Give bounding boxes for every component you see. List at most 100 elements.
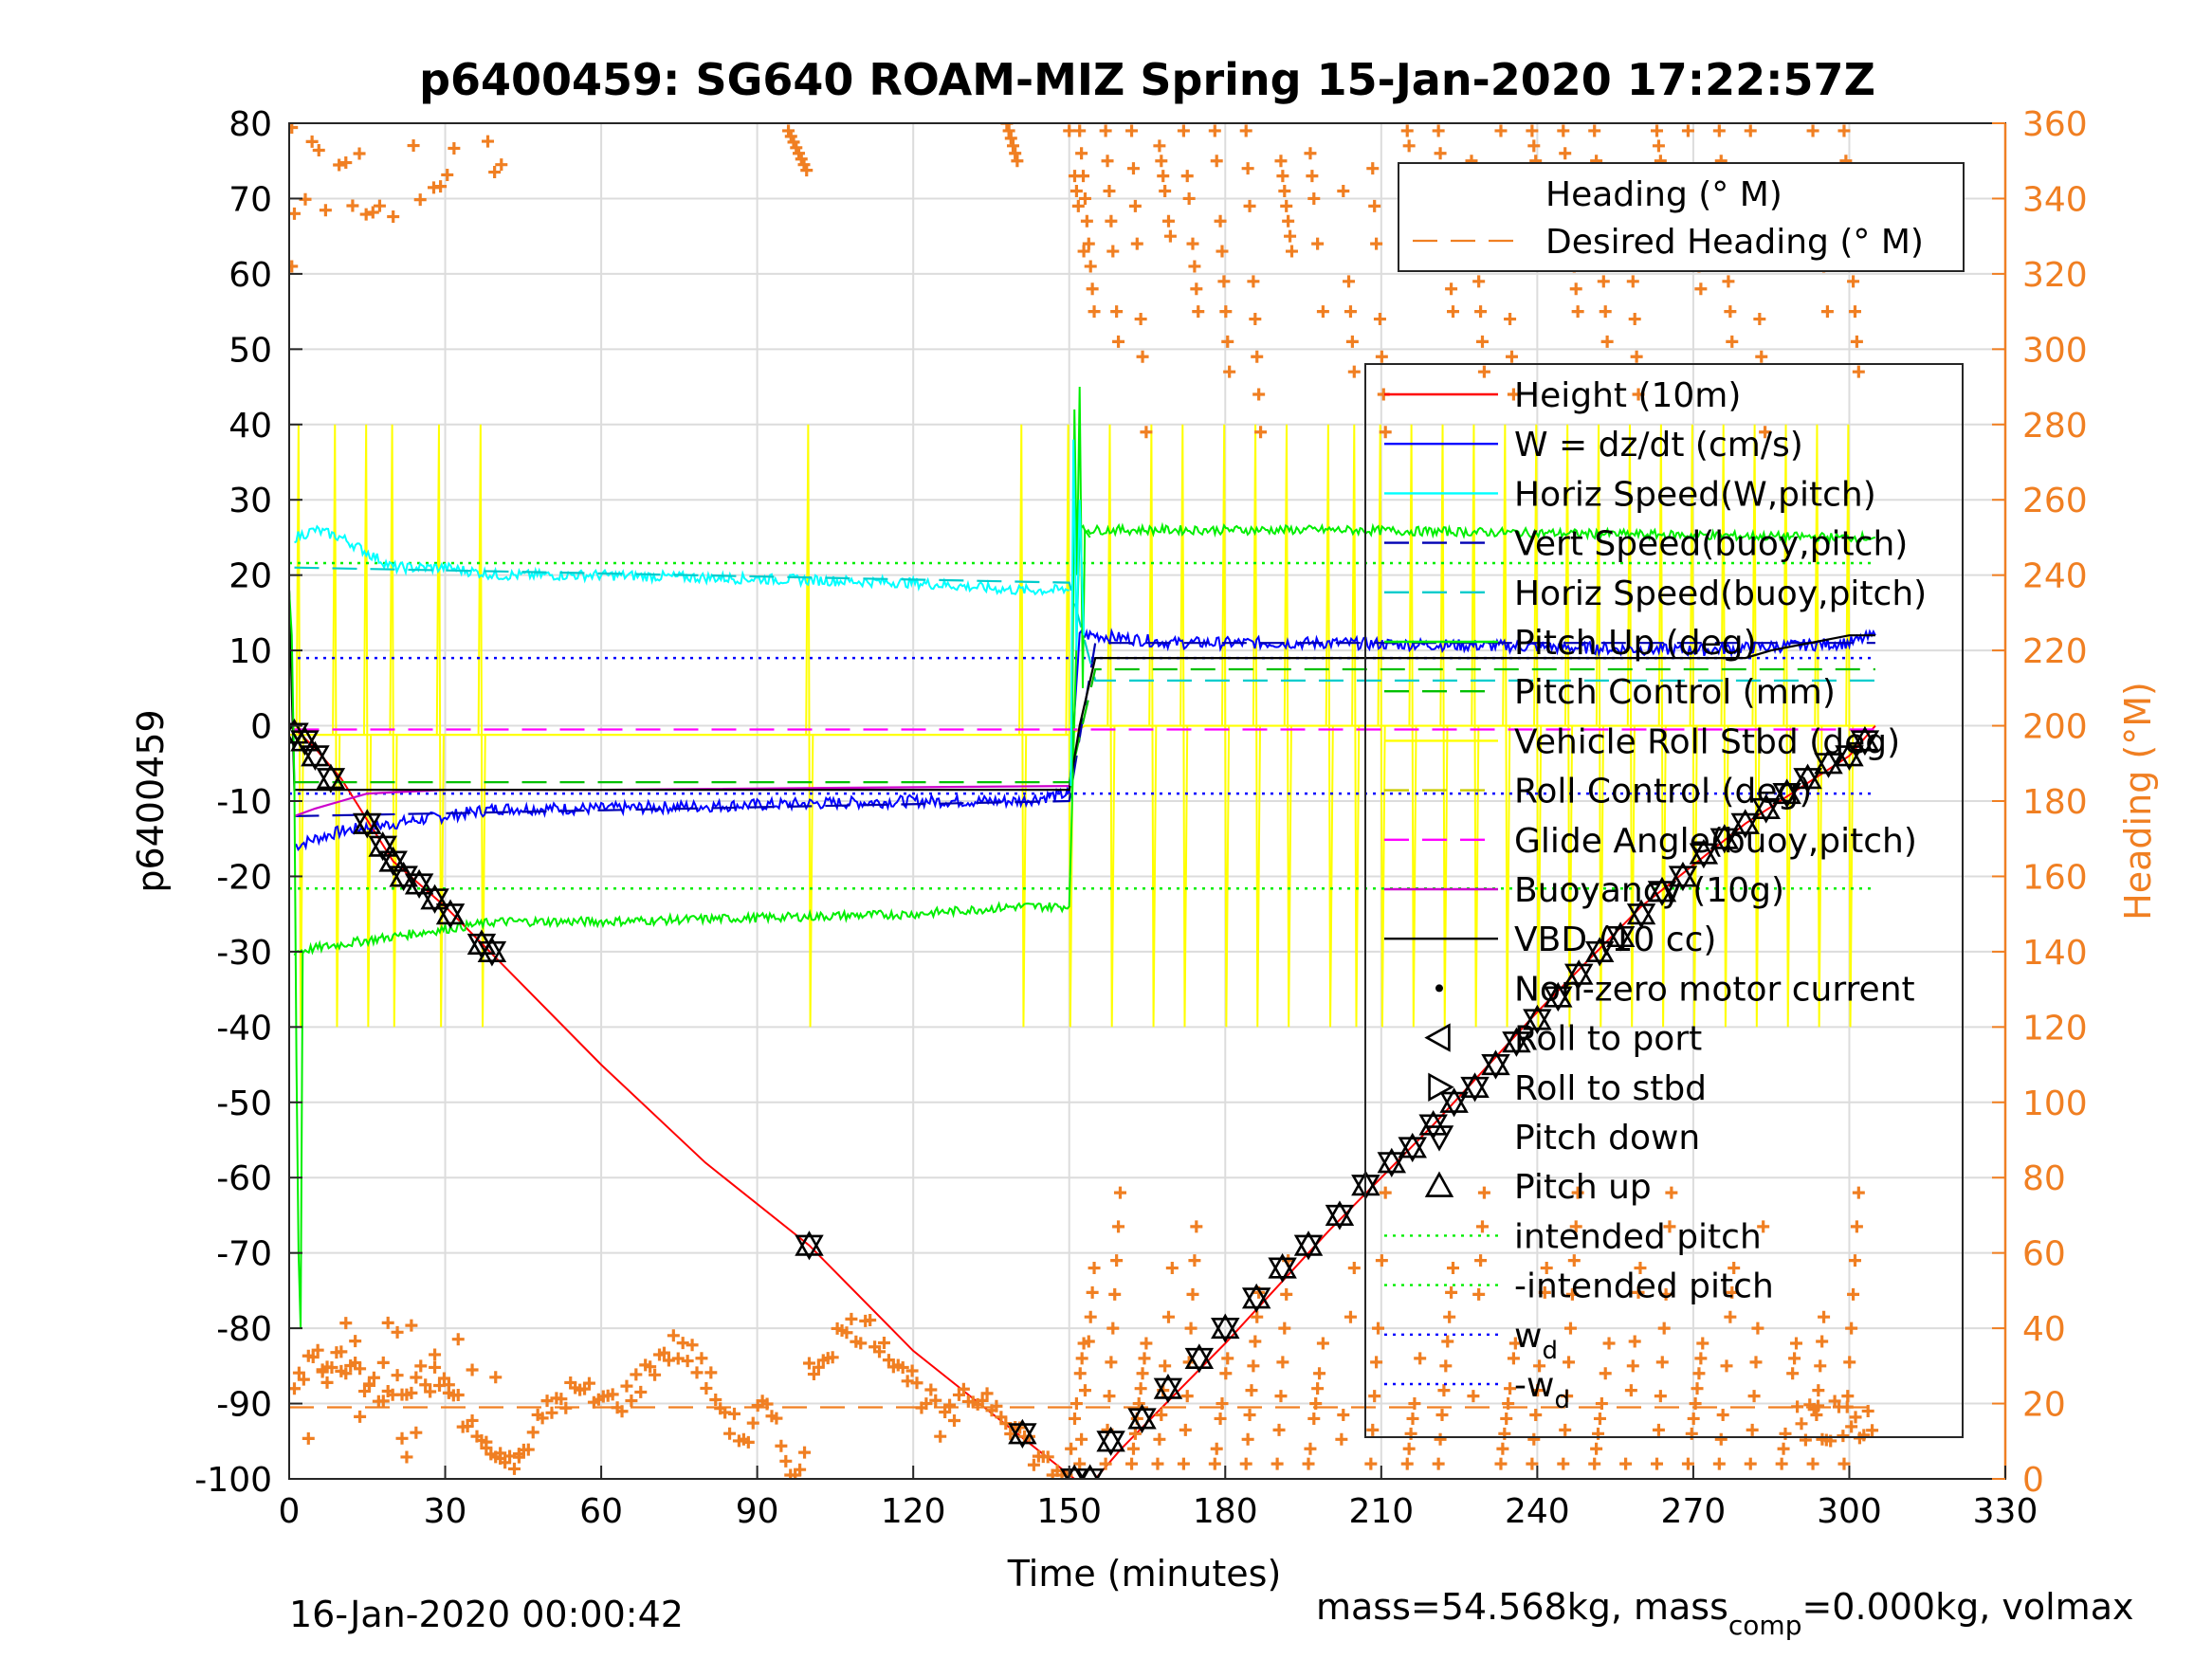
heading-point xyxy=(1744,124,1757,137)
pitch-up-marker xyxy=(477,937,507,962)
heading-point xyxy=(1009,147,1022,160)
heading-point xyxy=(1559,1423,1572,1436)
footer-mass-prefix: mass=54.568kg, mass xyxy=(1316,1586,1728,1628)
heading-point xyxy=(1077,170,1090,183)
heading-point xyxy=(1179,1423,1192,1436)
pitch-up-marker xyxy=(1850,725,1880,752)
heading-point xyxy=(1849,1411,1862,1424)
heading-point xyxy=(1069,1397,1083,1411)
heading-point xyxy=(335,1345,348,1358)
heading-point xyxy=(1370,237,1383,250)
heading-point xyxy=(1634,1262,1647,1275)
heading-point xyxy=(312,144,325,157)
heading-point xyxy=(424,1385,437,1398)
legend-main: Height (10m) W = dz/dt (cm/s) Horiz Speed(… xyxy=(1364,363,1964,1438)
pitch-up-marker xyxy=(404,868,434,895)
heading-point xyxy=(1527,1432,1541,1446)
roll-spike xyxy=(1563,424,1574,1028)
y-tick-label: -40 xyxy=(216,1009,272,1048)
heading-point xyxy=(1180,1390,1194,1403)
heading-point xyxy=(625,1395,638,1408)
heading-point xyxy=(1368,199,1381,212)
footer-mass-sub: comp xyxy=(1728,1610,1802,1641)
legend-label: Roll to stbd xyxy=(1514,1069,1707,1108)
roll-spike xyxy=(1626,424,1636,1028)
heading-point xyxy=(1080,214,1093,228)
roll-spike xyxy=(1439,424,1449,1028)
legend-label: Glide Angle(buoy,pitch) xyxy=(1514,822,1917,861)
y2-tick-label: 140 xyxy=(2022,934,2088,973)
legend-label: -intended pitch xyxy=(1514,1267,1774,1306)
y2-tick-label: 240 xyxy=(2022,557,2088,596)
pitch-up-marker xyxy=(1709,824,1740,849)
heading-point xyxy=(1414,1352,1427,1365)
y-tick-label: -50 xyxy=(216,1085,272,1123)
pitch-down-marker xyxy=(1268,1257,1297,1284)
heading-point xyxy=(325,1360,338,1374)
heading-point xyxy=(1472,275,1486,288)
heading-point xyxy=(1602,1337,1616,1350)
legend-label: Pitch up xyxy=(1514,1168,1652,1207)
heading-point xyxy=(373,199,386,212)
x-tick-label: 270 xyxy=(1661,1492,1727,1531)
heading-point xyxy=(1155,1408,1168,1421)
y-tick-label: 80 xyxy=(229,105,272,144)
x-tick-label: 180 xyxy=(1193,1492,1258,1531)
heading-point xyxy=(1632,388,1645,401)
heading-point xyxy=(1632,1285,1645,1299)
pitch-up-marker xyxy=(1605,921,1636,948)
heading-point xyxy=(555,1393,568,1406)
pitch-up-marker xyxy=(1523,1004,1552,1030)
heading-point xyxy=(1500,1412,1513,1425)
heading-point xyxy=(1681,124,1694,137)
heading-point xyxy=(1223,365,1236,378)
heading-point xyxy=(1476,1220,1489,1233)
pitch-up-marker xyxy=(1127,1403,1157,1430)
roll-spike xyxy=(1220,424,1231,1028)
heading-point xyxy=(1284,229,1297,243)
y2-tick-label: 360 xyxy=(2022,105,2088,144)
heading-point xyxy=(405,1386,418,1399)
legend-label: intended pitch xyxy=(1514,1217,1762,1256)
roll-spike xyxy=(1471,424,1480,1028)
heading-point xyxy=(800,164,814,177)
heading-point xyxy=(1128,199,1142,212)
pitch-up-marker xyxy=(1398,1132,1427,1158)
heading-point xyxy=(1276,1356,1289,1369)
heading-point xyxy=(1569,283,1582,296)
pitch-down-marker xyxy=(1814,753,1843,778)
roll-spike xyxy=(1351,424,1361,1028)
heading-point xyxy=(1245,1384,1258,1397)
heading-point xyxy=(812,1360,825,1374)
heading-point xyxy=(1078,191,1091,205)
heading-point xyxy=(1134,1382,1147,1395)
heading-point xyxy=(1628,313,1641,326)
heading-point xyxy=(728,1407,741,1420)
heading-point xyxy=(1151,1457,1164,1470)
legend-label: -wd xyxy=(1514,1366,1570,1414)
heading-point xyxy=(854,1337,868,1350)
y2-tick-label: 100 xyxy=(2022,1085,2088,1123)
heading-point xyxy=(770,1412,783,1425)
roll-spike xyxy=(1502,424,1511,1028)
heading-point xyxy=(410,1426,423,1439)
heading-point xyxy=(1848,1254,1861,1267)
series-horiz-speed-w-pitch- xyxy=(294,524,1069,596)
y-tick-label: 70 xyxy=(229,180,272,219)
pitch-up-marker xyxy=(1153,1374,1183,1399)
roll-spike xyxy=(332,424,341,1028)
heading-point xyxy=(1125,1457,1139,1470)
heading-point xyxy=(1252,388,1266,401)
heading-point xyxy=(1153,139,1166,153)
heading-point xyxy=(521,1443,535,1456)
heading-point xyxy=(1406,1412,1419,1425)
heading-point xyxy=(1126,162,1140,175)
heading-point xyxy=(1472,1287,1486,1301)
heading-point xyxy=(1163,229,1177,243)
pitch-up-marker xyxy=(1751,793,1781,819)
heading-point xyxy=(339,1317,353,1330)
legend-label-text: Roll to stbd xyxy=(1514,1069,1707,1108)
pitch-up-marker xyxy=(1814,748,1843,775)
heading-point xyxy=(1494,124,1508,137)
pitch-up-marker xyxy=(420,884,449,910)
